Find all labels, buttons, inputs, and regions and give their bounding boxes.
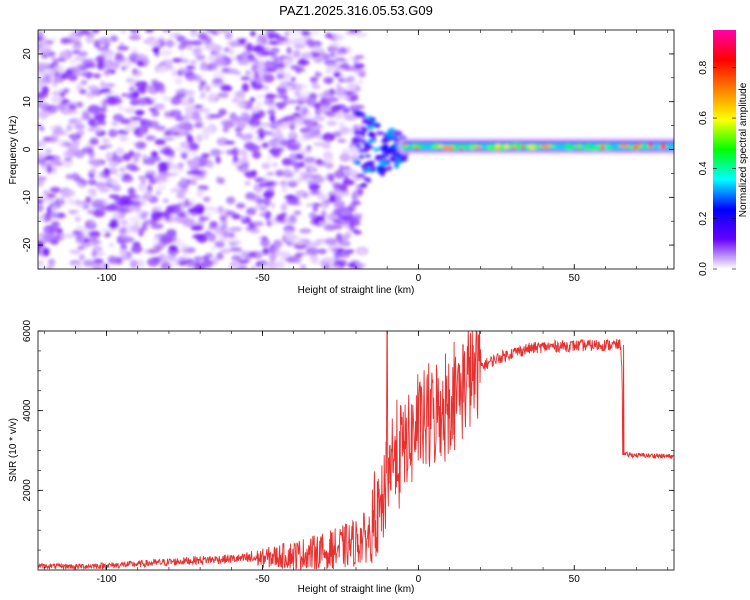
x-tick-label: 50 [569,574,581,585]
y-tick-label: 2000 [22,479,33,502]
y-tick-label: 6000 [22,319,33,342]
y-tick-label: -20 [22,237,33,252]
spectrogram-frame [37,29,675,270]
bottom-y-axis-label: SNR (10 * v/v) [8,418,19,482]
snr-panel: -100 -50 0 50 2000 4000 6000 Height of straigh… [8,319,675,595]
colorbar-tick-label: 0.2 [698,211,709,225]
bottom-x-axis-label: Height of straight line (km) [298,584,415,595]
colorbar-ticks: 0.0 0.2 0.4 0.6 0.8 [698,60,736,276]
top-y-axis-label: Frequency (Hz) [8,116,19,185]
top-x-axis-label: Height of straight line (km) [298,285,415,296]
colorbar-label: Normalized spectral amplitude [738,82,749,217]
y-tick-label: 20 [22,48,33,60]
x-tick-label: -50 [255,574,270,585]
snr-series-line [38,331,674,570]
x-tick-label: 0 [416,273,422,284]
y-tick-label: 10 [22,96,33,108]
heatmap-cells [38,30,674,269]
x-tick-label: -50 [255,273,270,284]
colorbar-tick-label: 0.0 [698,262,709,276]
x-tick-label: 50 [569,273,581,284]
colorbar-gradient [713,30,736,269]
x-tick-label: -100 [97,273,117,284]
snr-frame [37,330,675,571]
colorbar: 0.0 0.2 0.4 0.6 0.8 Normalized spectral ampl… [698,30,749,276]
colorbar-tick-label: 0.8 [698,60,709,74]
figure-title: PAZ1.2025.316.05.53.G09 [279,3,433,18]
colorbar-tick-label: 0.4 [698,161,709,175]
x-tick-label: -100 [97,574,117,585]
colorbar-tick-label: 0.6 [698,111,709,125]
bottom-axis-ticks: -100 -50 0 50 2000 4000 6000 [22,319,674,585]
x-tick-label: 0 [416,574,422,585]
y-tick-label: 0 [22,146,33,152]
y-tick-label: -10 [22,190,33,205]
y-tick-label: 4000 [22,399,33,422]
